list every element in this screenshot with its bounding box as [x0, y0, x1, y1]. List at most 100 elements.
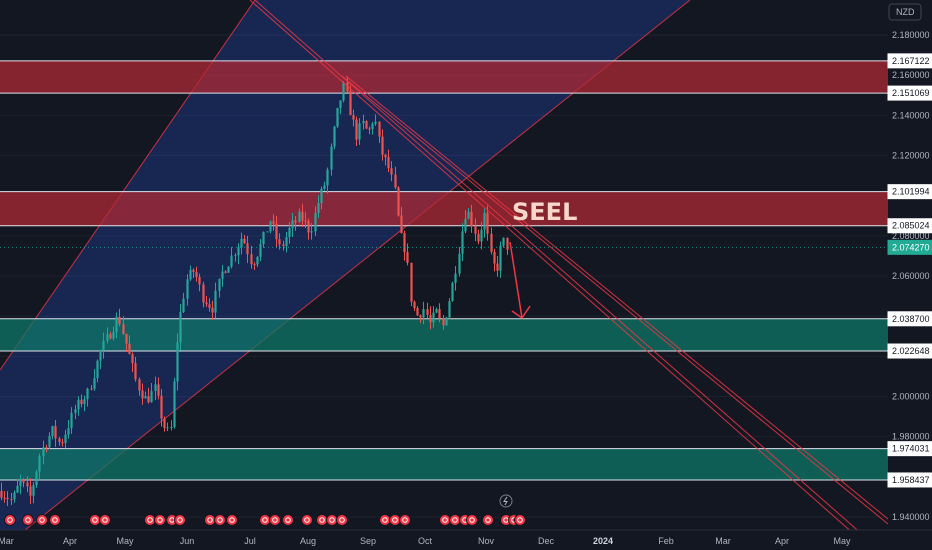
candle-body	[38, 456, 41, 472]
event-marker	[439, 514, 451, 526]
event-marker	[22, 514, 34, 526]
trendline-c	[341, 75, 889, 525]
candle-body	[19, 478, 22, 486]
event-marker-center	[177, 517, 183, 523]
event-marker-center	[329, 517, 335, 523]
candle-body	[109, 334, 112, 339]
time-tick-label: Jul	[244, 536, 256, 546]
event-marker	[4, 514, 16, 526]
candle-body	[118, 316, 121, 325]
time-tick-label: Feb	[658, 536, 674, 546]
candle-body	[128, 343, 131, 355]
event-marker	[466, 514, 478, 526]
event-marker	[514, 514, 526, 526]
event-marker	[36, 514, 48, 526]
candle-body	[442, 318, 445, 326]
candle-body	[323, 185, 326, 189]
price-tick-label: 1.980000	[892, 432, 930, 442]
candle-body	[358, 123, 361, 140]
candle-body	[262, 232, 265, 245]
price-tick-label: 2.160000	[892, 70, 930, 80]
event-marker	[204, 514, 216, 526]
candle-body	[13, 492, 16, 500]
candle-body	[336, 107, 339, 127]
price-axis[interactable]: 2.180000 2.160000 2.140000 2.120000 2.080000…	[892, 30, 930, 522]
candle-body	[272, 221, 275, 224]
candle-body	[99, 350, 102, 361]
candle-body	[154, 384, 157, 392]
candle-body	[438, 309, 441, 319]
time-tick-label: Nov	[478, 536, 495, 546]
price-tick-label: 2.120000	[892, 151, 930, 161]
event-marker-center	[319, 517, 325, 523]
event-marker	[482, 514, 494, 526]
event-marker-center	[102, 517, 108, 523]
candle-body	[445, 317, 448, 326]
time-tick-label: Aug	[300, 536, 316, 546]
candle-body	[35, 471, 38, 486]
candle-body	[22, 478, 25, 483]
price-tick-label: 1.940000	[892, 512, 930, 522]
candle-body	[3, 497, 6, 499]
event-marker-center	[442, 517, 448, 523]
event-marker	[214, 514, 226, 526]
candle-body	[179, 311, 182, 343]
event-marker	[49, 514, 61, 526]
currency-text: NZD	[896, 7, 915, 17]
event-marker-center	[92, 517, 98, 523]
candle-body	[246, 243, 249, 255]
zone-top-price-tag: 1.974031	[892, 444, 930, 454]
candle-body	[330, 146, 333, 170]
trendline-a	[249, 0, 873, 550]
time-axis[interactable]: Mar Apr May Jun Jul Aug Sep Oct Nov Dec 2024 Feb Mar…	[0, 536, 851, 546]
candle-body	[477, 233, 480, 242]
currency-label[interactable]: NZD	[888, 3, 922, 21]
candle-body	[416, 308, 419, 316]
zone-bottom-price-tag-box	[887, 472, 932, 488]
candle-body	[86, 388, 89, 400]
event-marker-center	[304, 517, 310, 523]
candle-body	[301, 211, 304, 221]
candle-body	[70, 412, 73, 429]
event-marker	[449, 514, 461, 526]
candle-body	[493, 251, 496, 264]
event-marker	[226, 514, 238, 526]
candle-body	[275, 223, 278, 240]
candle-body	[326, 169, 329, 186]
event-marker	[144, 514, 156, 526]
candle-body	[141, 390, 144, 399]
time-tick-label: Dec	[538, 536, 555, 546]
candle-body	[256, 256, 259, 265]
candle-body	[397, 187, 400, 216]
candle-body	[435, 309, 438, 313]
candle-body	[186, 279, 189, 299]
event-marker	[269, 514, 281, 526]
zone-top-price-tag-box	[887, 311, 932, 327]
candle-body	[410, 262, 413, 302]
price-tick-label: 2.060000	[892, 271, 930, 281]
candle-body	[237, 247, 240, 256]
candle-body	[42, 447, 45, 457]
flash-icon[interactable]	[499, 494, 513, 508]
candle-body	[278, 239, 281, 245]
candle-body	[285, 237, 288, 246]
candle-body	[64, 434, 67, 443]
candle-body	[448, 301, 451, 318]
candle-body	[362, 121, 365, 124]
time-tick-label: Apr	[775, 536, 789, 546]
candle-body	[266, 231, 269, 233]
candle-body	[147, 396, 150, 403]
candle-body	[499, 245, 502, 271]
candle-body	[0, 490, 3, 498]
candle-body	[486, 213, 489, 234]
candle-body	[454, 273, 457, 283]
zone-top-price-tag-box	[887, 53, 932, 69]
event-marker-center	[7, 517, 13, 523]
candle-body	[10, 499, 13, 501]
price-tick-label: 2.080000	[892, 231, 930, 241]
candle-body	[195, 271, 198, 277]
event-marker-center	[517, 517, 523, 523]
candle-body	[6, 497, 9, 500]
candle-body	[413, 301, 416, 309]
